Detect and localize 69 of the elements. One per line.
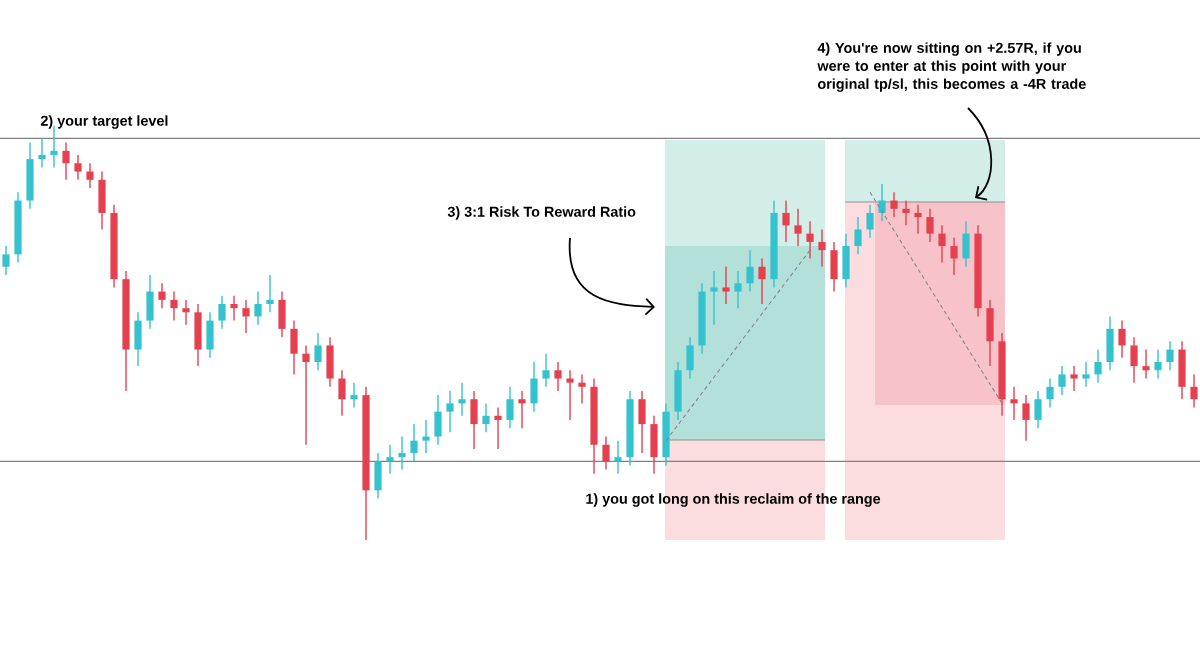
candlestick: [1058, 365, 1066, 396]
candlestick: [614, 439, 622, 475]
candlestick: [242, 299, 250, 334]
candlestick: [722, 266, 730, 305]
annotation: 1) you got long on this reclaim of the range: [586, 493, 881, 507]
candlestick: [2, 245, 10, 276]
candlestick: [1094, 348, 1102, 384]
candlestick: [926, 208, 934, 243]
candlestick: [350, 381, 358, 409]
candlestick: [1130, 336, 1138, 384]
candlestick: [266, 274, 274, 313]
candlestick: [338, 369, 346, 417]
candlestick: [854, 216, 862, 256]
candlestick: [806, 220, 814, 260]
candlestick: [734, 270, 742, 309]
candlestick: [746, 249, 754, 293]
candlestick: [1118, 319, 1126, 359]
candlestick: [1070, 365, 1078, 392]
candlestick: [914, 203, 922, 235]
candlestick: [878, 183, 886, 222]
annotation: 3) 3:1 Risk To Reward Ratio: [447, 206, 636, 220]
candlestick: [782, 199, 790, 243]
candlestick: [386, 444, 394, 475]
candlestick: [758, 257, 766, 305]
candlestick: [1166, 340, 1174, 371]
candlestick: [602, 435, 610, 471]
candlestick: [794, 208, 802, 247]
candlestick: [866, 203, 874, 239]
candlestick: [1190, 373, 1198, 409]
candlestick: [422, 419, 430, 454]
candlestick: [86, 162, 94, 189]
candlestick: [566, 369, 574, 421]
candlestick: [302, 344, 310, 446]
candlestick: [518, 390, 526, 429]
candlestick: [1154, 348, 1162, 380]
candlestick: [710, 270, 718, 326]
candlestick: [554, 361, 562, 392]
candlestick: [410, 423, 418, 463]
candlestick: [950, 237, 958, 276]
candlestick: [182, 299, 190, 326]
candlestick: [446, 390, 454, 434]
candlestick: [218, 295, 226, 330]
candlestick: [170, 290, 178, 322]
candlestick: [62, 141, 70, 181]
candlestick: [230, 295, 238, 322]
candlestick: [902, 199, 910, 227]
candlestick: [542, 353, 550, 388]
candlestick: [1082, 361, 1090, 388]
text: 4) You're now sitting on +2.57R, if you were to enter at this point with your original tp/sl, this becomes a -4R trade: [817, 42, 1086, 92]
candlestick: [494, 406, 502, 450]
candlestick: [458, 381, 466, 417]
candlestick: [482, 402, 490, 434]
candlestick: [938, 224, 946, 264]
candlestick: [1010, 386, 1018, 421]
candlestick: [1142, 348, 1150, 380]
candlestick: [38, 137, 46, 169]
annotation: 2) your target level: [40, 115, 168, 129]
candlestick: [1034, 390, 1042, 429]
candlestick: [578, 373, 586, 405]
candlestick: [506, 386, 514, 429]
candlestick: [158, 282, 166, 309]
candlestick: [818, 228, 826, 268]
candlestick: [314, 332, 322, 371]
candlestick: [1046, 377, 1054, 409]
candlestick: [254, 290, 262, 326]
candlestick: [398, 435, 406, 471]
candlestick: [74, 154, 82, 181]
candlestick: [890, 191, 898, 218]
candlestick: [1022, 394, 1030, 442]
